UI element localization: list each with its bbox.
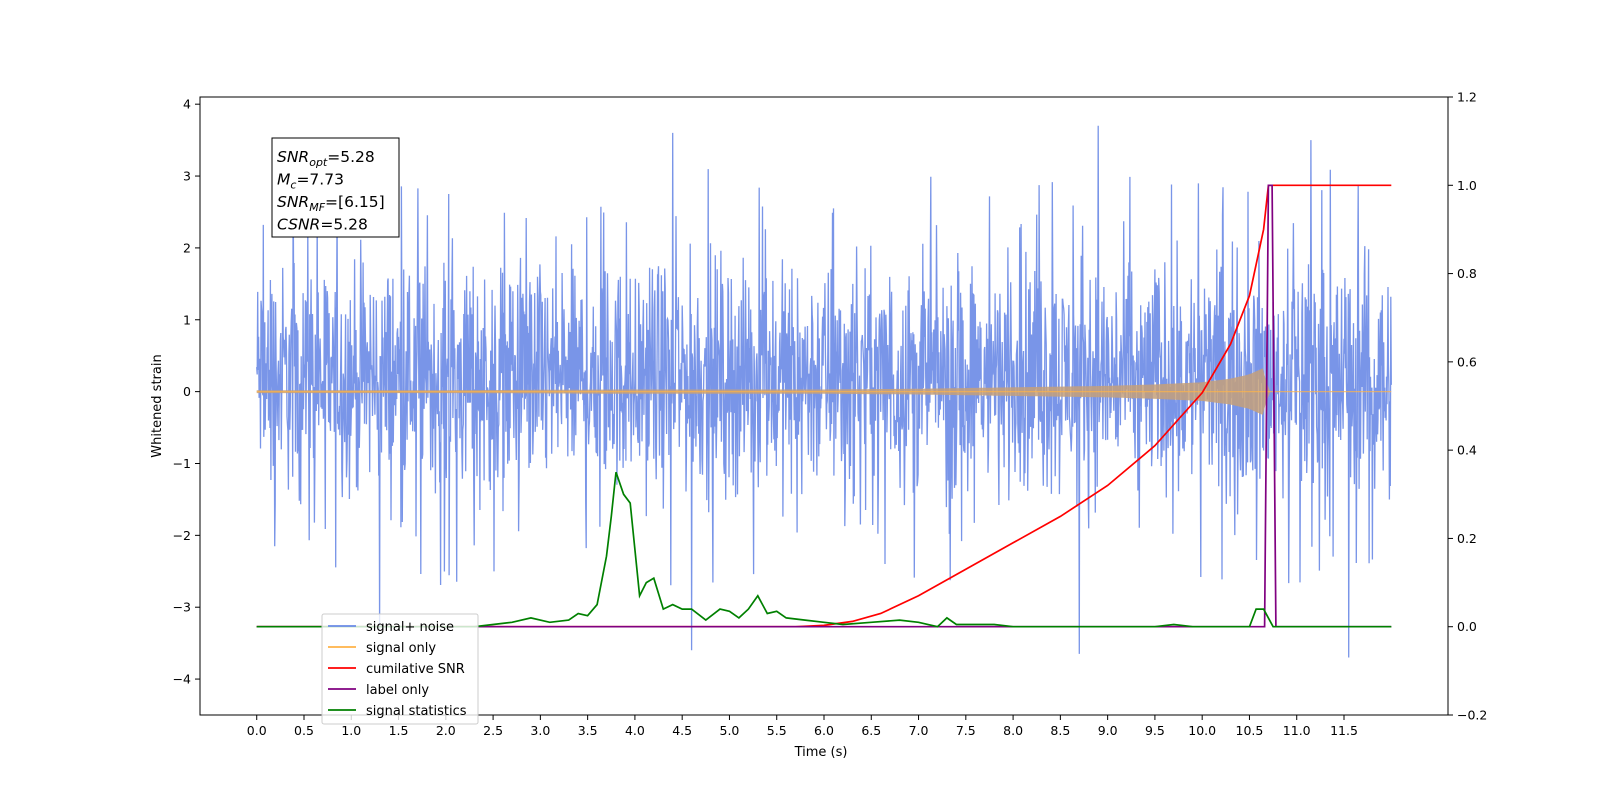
- y-tick-label: 1: [183, 312, 191, 327]
- x-tick-label: 4.0: [625, 723, 645, 738]
- x-tick-label: 10.5: [1236, 723, 1264, 738]
- y-axis-label: Whitened strain: [150, 354, 165, 457]
- y2-tick-label: 0.4: [1457, 443, 1477, 458]
- stats-annotation-line: CSNR=5.28: [277, 216, 368, 234]
- x-tick-label: 1.0: [341, 723, 361, 738]
- y2-tick-label: 0.2: [1457, 531, 1477, 546]
- y-tick-label: 4: [183, 97, 191, 112]
- y2-tick-label: 1.0: [1457, 178, 1477, 193]
- x-tick-label: 10.0: [1188, 723, 1216, 738]
- stats-annotation-line: SNRopt=5.28: [277, 148, 375, 169]
- x-tick-label: 7.5: [956, 723, 976, 738]
- x-tick-label: 9.5: [1145, 723, 1165, 738]
- legend-entry-label: signal+ noise: [366, 620, 454, 635]
- y-tick-label: 3: [183, 169, 191, 184]
- stats-annotation-line: SNRMF=[6.15]: [277, 193, 385, 214]
- x-tick-label: 3.0: [530, 723, 550, 738]
- x-tick-label: 0.0: [247, 723, 267, 738]
- x-tick-label: 4.5: [672, 723, 692, 738]
- y-tick-label: −3: [173, 600, 191, 615]
- x-axis: 0.0 0.5 1.0 1.5 2.0 2.5 3.0 3.5 4.0 4.5 5.0 5.5 6.0 6…: [247, 715, 1358, 738]
- x-tick-label: 7.0: [909, 723, 929, 738]
- x-tick-label: 2.5: [483, 723, 503, 738]
- x-tick-label: 8.0: [1003, 723, 1023, 738]
- x-tick-label: 8.5: [1050, 723, 1070, 738]
- legend-entry-label: signal only: [366, 641, 436, 656]
- x-tick-label: 3.5: [578, 723, 598, 738]
- x-tick-label: 2.0: [436, 723, 456, 738]
- x-tick-label: 9.0: [1098, 723, 1118, 738]
- series-signal-statistics-line: [256, 471, 1392, 628]
- x-tick-label: 5.5: [767, 723, 787, 738]
- legend-frame: [321, 613, 479, 725]
- y2-tick-label: 0.0: [1457, 619, 1477, 634]
- y2-tick-label: 0.8: [1457, 266, 1477, 281]
- y-tick-label: −4: [173, 672, 191, 687]
- legend-entry-label: label only: [366, 683, 429, 698]
- series-cumilative-snr-line: [256, 184, 1392, 628]
- y-tick-label: −1: [173, 456, 191, 471]
- y2-tick-label: −0.2: [1457, 708, 1487, 723]
- series-signal-noise-line: [256, 125, 1392, 658]
- series-layer: [256, 125, 1392, 658]
- y-axis-right: 1.2 1.0 0.8 0.6 0.4 0.2 0.0 −0.2: [1448, 90, 1487, 723]
- legend-entry-label: cumilative SNR: [366, 662, 465, 677]
- y-tick-label: 2: [183, 240, 191, 255]
- y-tick-label: 0: [183, 384, 191, 399]
- x-tick-label: 1.5: [389, 723, 409, 738]
- stats-annotation-line: Mc=7.73: [277, 171, 344, 192]
- x-tick-label: 0.5: [294, 723, 314, 738]
- y-axis-left: 4 3 2 1 0 −1 −2 −3 −4: [173, 97, 200, 687]
- x-tick-label: 11.0: [1283, 723, 1311, 738]
- y-tick-label: −2: [173, 528, 191, 543]
- x-tick-label: 6.5: [861, 723, 881, 738]
- stats-annotation-frame: [271, 137, 400, 238]
- x-axis-label: Time (s): [794, 745, 848, 760]
- legend-entry-label: signal statistics: [366, 704, 467, 719]
- x-tick-label: 5.0: [720, 723, 740, 738]
- legend: signal+ noise signal only cumilative SNR la…: [321, 613, 479, 725]
- x-tick-label: 6.0: [814, 723, 834, 738]
- y2-tick-label: 1.2: [1457, 90, 1477, 105]
- y2-tick-label: 0.6: [1457, 354, 1477, 369]
- x-tick-label: 11.5: [1330, 723, 1358, 738]
